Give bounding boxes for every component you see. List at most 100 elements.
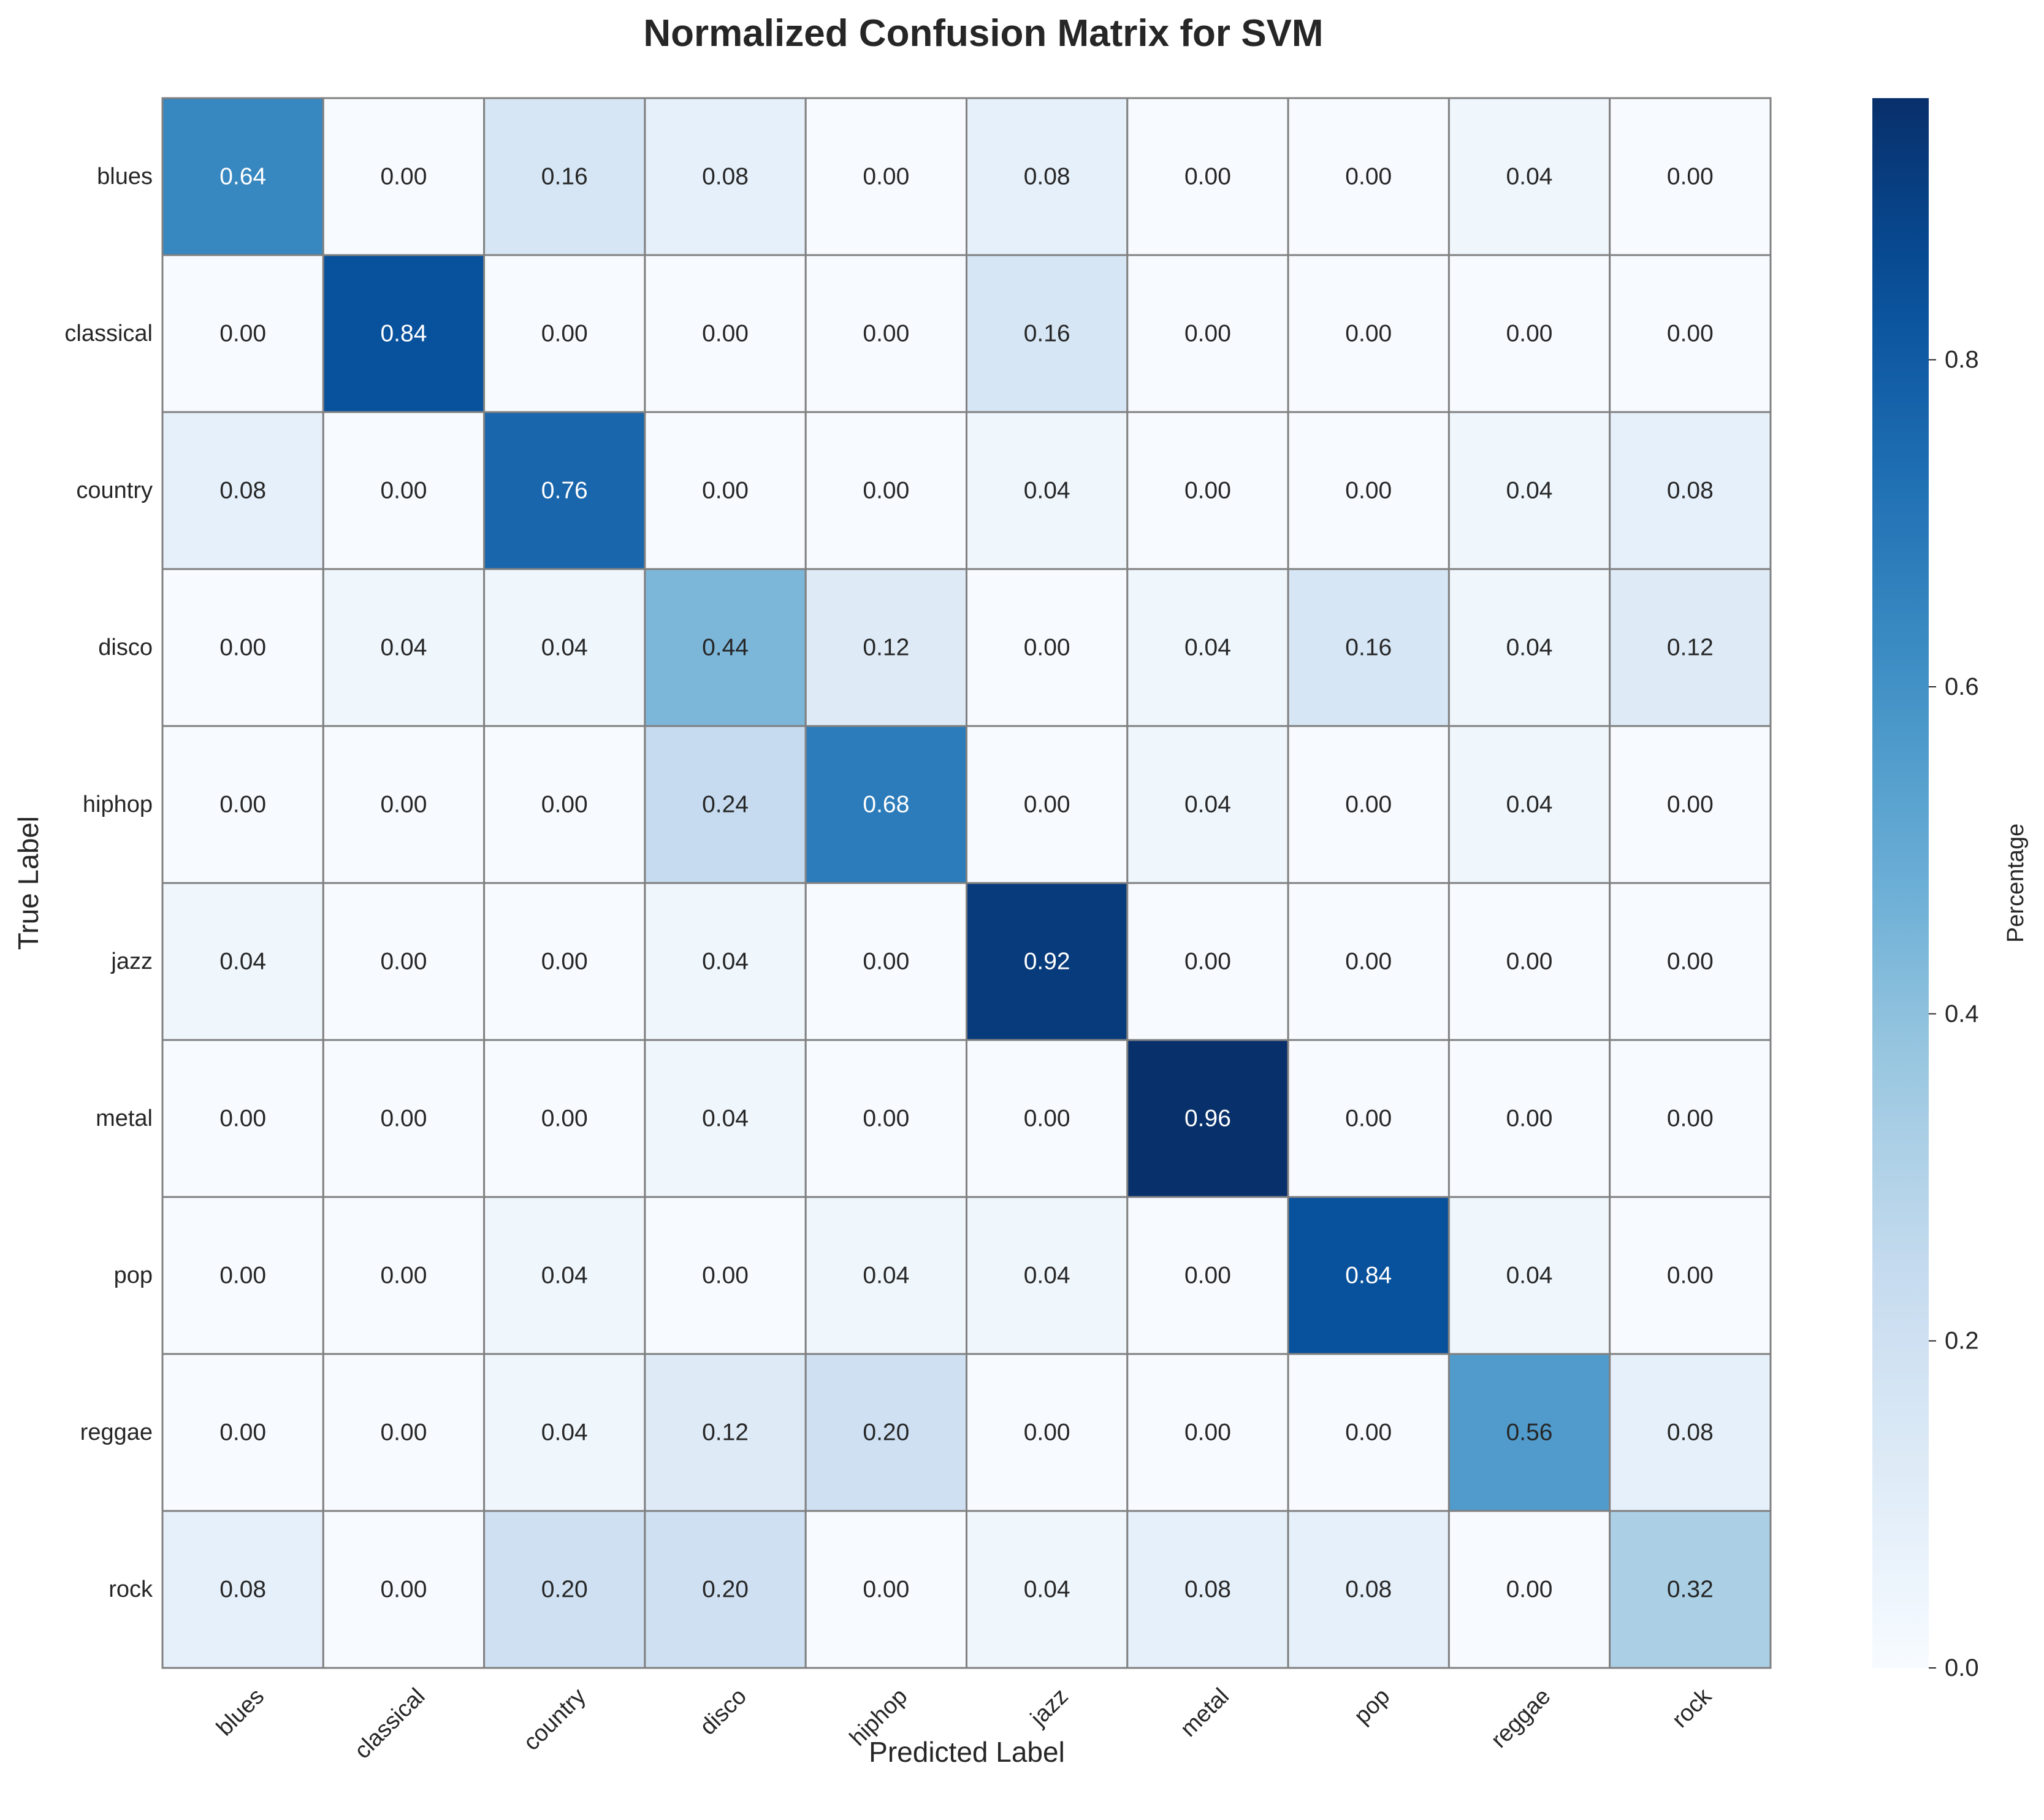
heatmap-cell-jazz-disco — [644, 882, 807, 1041]
heatmap-cell-hiphop-hiphop — [804, 725, 967, 884]
heatmap-cell-disco-blues — [161, 568, 324, 727]
cell-value-label: 0.96 — [1184, 1106, 1231, 1132]
heatmap-cell-metal-metal — [1126, 1039, 1289, 1198]
heatmap-cell-blues-jazz — [966, 97, 1129, 256]
cell-value-label: 0.00 — [219, 1263, 266, 1289]
heatmap-cell-disco-reggae — [1447, 568, 1611, 727]
cell-value-label: 0.00 — [1345, 1420, 1392, 1446]
cell-value-label: 0.08 — [1184, 1577, 1231, 1603]
cell-value-label: 0.00 — [863, 164, 909, 190]
x-tick-label: reggae — [1486, 1683, 1555, 1753]
cell-value-label: 0.00 — [1506, 949, 1553, 975]
cell-value-label: 0.08 — [1345, 1577, 1392, 1603]
heatmap-cell-jazz-hiphop — [804, 882, 967, 1041]
cell-value-label: 0.00 — [702, 321, 749, 347]
cell-value-label: 0.04 — [1184, 635, 1231, 661]
cell-value-label: 0.00 — [1345, 949, 1392, 975]
heatmap-cell-country-hiphop — [804, 411, 967, 570]
colorbar-ticks: 0.0 0.2 0.4 0.6 0.8 — [1929, 346, 1979, 1681]
heatmap-cell-hiphop-metal — [1126, 725, 1289, 884]
cell-value-label: 0.00 — [1024, 1106, 1070, 1132]
heatmap-cell-pop-reggae — [1447, 1196, 1611, 1355]
cell-value-label: 0.00 — [1667, 164, 1714, 190]
heatmap-cell-hiphop-country — [483, 725, 646, 884]
heatmap-cell-rock-country — [483, 1510, 646, 1669]
heatmap-cell-pop-country — [483, 1196, 646, 1355]
y-tick-label: metal — [96, 1106, 153, 1131]
cell-value-label: 0.84 — [380, 321, 427, 347]
cell-value-label: 0.04 — [1506, 1263, 1553, 1289]
cell-value-label: 0.00 — [219, 321, 266, 347]
colorbar-tick-label: 0.4 — [1945, 1000, 1979, 1027]
cell-value-label: 0.00 — [219, 1106, 266, 1132]
colorbar-tick-label: 0.8 — [1945, 346, 1979, 373]
x-axis-label: Predicted Label — [869, 1736, 1065, 1768]
y-tick-label: classical — [64, 321, 153, 346]
cell-value-label: 0.04 — [1024, 1577, 1070, 1603]
heatmap-cell-blues-hiphop — [804, 97, 967, 256]
cell-value-label: 0.00 — [1667, 321, 1714, 347]
heatmap-cell-reggae-metal — [1126, 1353, 1289, 1512]
heatmap-cell-blues-disco — [644, 97, 807, 256]
cell-value-label: 0.00 — [380, 478, 427, 504]
x-tick-label: disco — [695, 1683, 752, 1740]
heatmap-cell-blues-classical — [322, 97, 486, 256]
colorbar: 0.0 0.2 0.4 0.6 0.8 Percentage — [1872, 98, 2029, 1681]
cell-value-label: 0.00 — [1667, 792, 1714, 818]
cell-value-label: 0.76 — [541, 478, 588, 504]
heatmap-cell-metal-jazz — [966, 1039, 1129, 1198]
cell-value-label: 0.00 — [380, 792, 427, 818]
heatmap-cell-rock-reggae — [1447, 1510, 1611, 1669]
cell-value-label: 0.04 — [380, 635, 427, 661]
cell-value-label: 0.00 — [380, 1263, 427, 1289]
cell-value-label: 0.92 — [1024, 949, 1070, 975]
cell-value-label: 0.12 — [863, 635, 909, 661]
cell-value-label: 0.00 — [1667, 1263, 1714, 1289]
cell-value-label: 0.08 — [219, 478, 266, 504]
heatmap-cell-rock-metal — [1126, 1510, 1289, 1669]
heatmap-cell-pop-disco — [644, 1196, 807, 1355]
heatmap-cell-country-pop — [1287, 411, 1450, 570]
heatmap-cell-metal-pop — [1287, 1039, 1450, 1198]
heatmap-cell-pop-metal — [1126, 1196, 1289, 1355]
cell-value-label: 0.00 — [863, 1106, 909, 1132]
x-tick-label: metal — [1176, 1683, 1234, 1742]
cell-value-label: 0.00 — [1345, 792, 1392, 818]
heatmap-cell-pop-jazz — [966, 1196, 1129, 1355]
heatmap-cells: 0.64 0.00 0.16 0.08 0.00 0.08 0.00 0.00 0.04 0.00… — [161, 97, 1772, 1669]
y-tick-labels: blues classical country disco hiphop jazz meta… — [64, 164, 153, 1602]
cell-value-label: 0.04 — [1024, 1263, 1070, 1289]
x-tick-label: jazz — [1025, 1683, 1073, 1731]
heatmap-cell-disco-rock — [1609, 568, 1772, 727]
cell-value-label: 0.04 — [1506, 635, 1553, 661]
cell-value-label: 0.00 — [1667, 1106, 1714, 1132]
heatmap-cell-hiphop-classical — [322, 725, 486, 884]
cell-value-label: 0.00 — [1506, 1106, 1553, 1132]
cell-value-label: 0.64 — [219, 164, 266, 190]
heatmap-cell-country-blues — [161, 411, 324, 570]
cell-value-label: 0.20 — [702, 1577, 749, 1603]
colorbar-gradient — [1872, 98, 1929, 1668]
heatmap-cell-rock-pop — [1287, 1510, 1450, 1669]
cell-value-label: 0.00 — [1184, 164, 1231, 190]
heatmap-cell-reggae-reggae — [1447, 1353, 1611, 1512]
cell-value-label: 0.68 — [863, 792, 909, 818]
heatmap-cell-classical-disco — [644, 254, 807, 413]
y-tick-label: country — [76, 478, 153, 503]
y-tick-label: reggae — [80, 1420, 153, 1445]
cell-value-label: 0.32 — [1667, 1577, 1714, 1603]
y-axis-label: True Label — [12, 816, 44, 950]
cell-value-label: 0.00 — [541, 1106, 588, 1132]
heatmap-cell-reggae-classical — [322, 1353, 486, 1512]
heatmap-cell-classical-country — [483, 254, 646, 413]
cell-value-label: 0.04 — [541, 1263, 588, 1289]
cell-value-label: 0.16 — [541, 164, 588, 190]
colorbar-tick-label: 0.0 — [1945, 1654, 1979, 1681]
heatmap-cell-country-country — [483, 411, 646, 570]
cell-value-label: 0.20 — [541, 1577, 588, 1603]
heatmap-cell-hiphop-jazz — [966, 725, 1129, 884]
y-tick-label: hiphop — [83, 792, 153, 817]
cell-value-label: 0.00 — [1184, 1420, 1231, 1446]
heatmap-cell-hiphop-reggae — [1447, 725, 1611, 884]
